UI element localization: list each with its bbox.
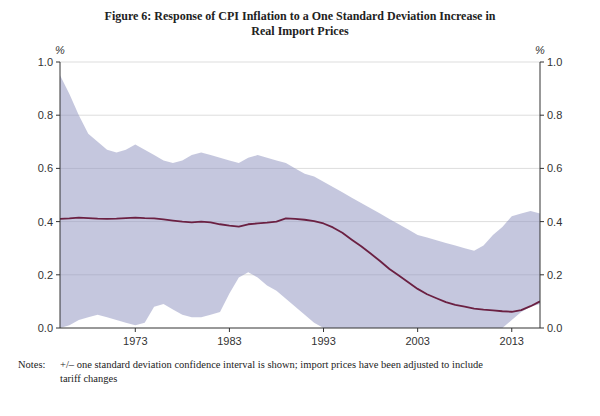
y-axis-line [60,62,61,328]
chart: Figure 6: Response of CPI Inflation to a… [0,0,600,416]
grid-line [60,62,540,63]
y-tick-label: 0.6 [38,162,53,174]
center-line [60,218,540,312]
y2-tick [540,328,544,329]
y-tick-label: 0.0 [38,322,53,334]
y2-tick [540,221,544,222]
y2-tick [540,274,544,275]
y-tick [56,115,60,116]
x-tick-label: 2003 [405,335,429,347]
note-line: +/– one standard deviation confidence in… [60,359,483,370]
y2-tick [540,115,544,116]
y-tick-label: 0.2 [38,269,53,281]
note-line: tariff changes [60,373,117,384]
x-tick [323,328,324,332]
plot-area [60,75,540,328]
y2-tick-label: 0.6 [547,162,562,174]
grid-line [60,115,540,116]
note-label: Notes: [18,359,45,370]
y2-axis-label: % [535,44,545,56]
x-tick [417,328,418,332]
x-tick-label: 1973 [123,335,147,347]
y-tick-label: 1.0 [38,56,53,68]
x-tick-label: 1983 [217,335,241,347]
y2-tick-label: 0.4 [547,216,562,228]
note-text: +/– one standard deviation confidence in… [60,359,483,384]
title-line: Figure 6: Response of CPI Inflation to a… [105,9,496,23]
x-tick [229,328,230,332]
y-tick [56,62,60,63]
y-tick [56,168,60,169]
y2-tick [540,168,544,169]
y2-axis-line [540,62,541,328]
x-tick-label: 1993 [311,335,335,347]
y-axis-label: % [55,44,65,56]
y2-tick-label: 0.8 [547,109,562,121]
y-tick [56,274,60,275]
x-tick [135,328,136,332]
x-axis-line [60,328,540,329]
y2-tick-label: 0.2 [547,269,562,281]
title: Figure 6: Response of CPI Inflation to a… [105,9,496,38]
y-tick [56,221,60,222]
x-tick [511,328,512,332]
y-tick [56,328,60,329]
y2-tick-label: 1.0 [547,56,562,68]
y2-tick [540,62,544,63]
x-tick-label: 2013 [500,335,524,347]
y2-tick-label: 0.0 [547,322,562,334]
title-line: Real Import Prices [251,24,349,38]
confidence-band [60,75,540,328]
y-tick-label: 0.8 [38,109,53,121]
y-tick-label: 0.4 [38,216,53,228]
